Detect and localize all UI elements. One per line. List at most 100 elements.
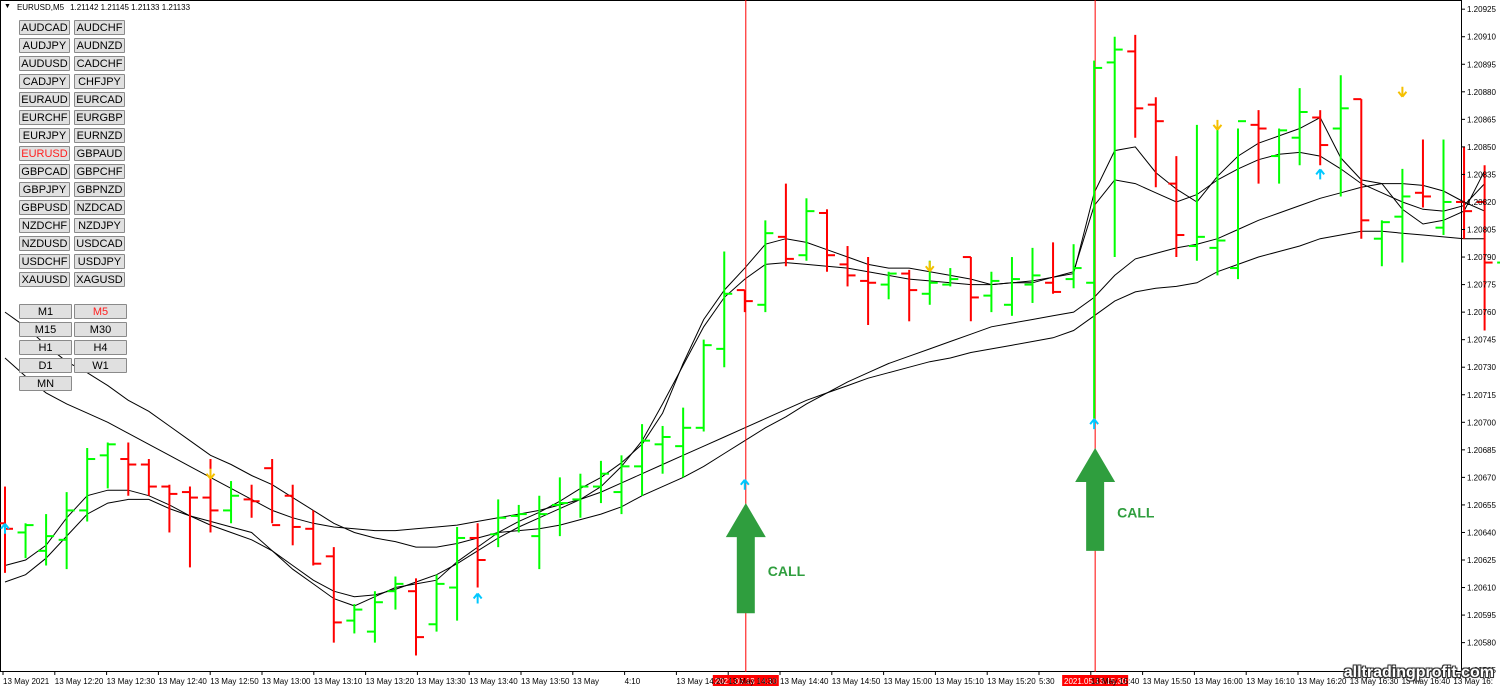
sell-arrow-icon [1397, 86, 1408, 98]
chart-menu-triangle-icon[interactable]: ▼ [4, 3, 11, 10]
bear-bar [243, 484, 260, 518]
x-tick-label: 13 May 14:50 [832, 677, 881, 686]
y-tick-label: 1.20760 [1467, 308, 1496, 317]
bull-bar [1065, 244, 1082, 289]
timeframe-button-w1[interactable]: W1 [74, 358, 127, 373]
symbol-button-nzdusd[interactable]: NZDUSD [19, 236, 70, 251]
bear-bar [839, 246, 856, 287]
symbol-button-eurcad[interactable]: EURCAD [74, 92, 125, 107]
symbol-button-cadchf[interactable]: CADCHF [74, 56, 125, 71]
symbol-button-xagusd[interactable]: XAGUSD [74, 272, 125, 287]
x-tick-label: 13 May 14:20 [676, 677, 725, 686]
symbol-button-usdcad[interactable]: USDCAD [74, 236, 125, 251]
bull-bar [942, 268, 959, 287]
timeframe-button-m30[interactable]: M30 [74, 322, 127, 337]
bear-bar [901, 269, 918, 322]
time-highlight-label: 2021.05.13 15:30 [1064, 677, 1127, 686]
y-tick-label: 1.20565 [1467, 666, 1496, 675]
symbol-timeframe: EURUSD,M5 [16, 3, 65, 12]
sell-arrow-icon [205, 468, 216, 480]
timeframe-button-m5[interactable]: M5 [74, 304, 127, 319]
timeframe-button-mn[interactable]: MN [19, 376, 72, 391]
bull-bar [79, 448, 96, 522]
timeframe-button-h4[interactable]: H4 [74, 340, 127, 355]
symbol-button-eurgbp[interactable]: EURGBP [74, 110, 125, 125]
timeframe-button-h1[interactable]: H1 [19, 340, 72, 355]
y-tick-label: 1.20580 [1467, 639, 1496, 648]
x-tick-label: 13 May 16: [1453, 677, 1493, 686]
symbol-button-audjpy[interactable]: AUDJPY [19, 38, 70, 53]
symbol-button-audnzd[interactable]: AUDNZD [74, 38, 125, 53]
y-tick-label: 1.20610 [1467, 584, 1496, 593]
timeframe-button-m15[interactable]: M15 [19, 322, 72, 337]
bear-bar [1353, 98, 1370, 239]
bull-bar [510, 504, 527, 533]
symbol-button-gbpjpy[interactable]: GBPJPY [19, 182, 70, 197]
symbol-button-audchf[interactable]: AUDCHF [74, 20, 125, 35]
bull-bar [99, 442, 116, 489]
bull-bar [1024, 247, 1041, 303]
watermark: alltradingprofit.com [1343, 664, 1494, 681]
ma-slow-line [4, 183, 1485, 548]
call-arrow-icon [1075, 448, 1116, 551]
bear-bar [1168, 156, 1185, 258]
bull-bar [798, 198, 815, 261]
x-tick-label: 13 May 15:50 [1143, 677, 1192, 686]
x-tick-label: 13 May 12:40 [158, 677, 207, 686]
bear-bar [284, 484, 301, 546]
symbol-button-euraud[interactable]: EURAUD [19, 92, 70, 107]
bear-bar [1127, 34, 1144, 138]
symbol-button-eurusd[interactable]: EURUSD [19, 146, 70, 161]
x-tick-label: 13 May 16:40 [1402, 677, 1451, 686]
timeframe-button-m1[interactable]: M1 [19, 304, 72, 319]
bull-bar [1106, 36, 1123, 258]
symbol-button-audcad[interactable]: AUDCAD [19, 20, 70, 35]
symbol-button-eurnzd[interactable]: EURNZD [74, 128, 125, 143]
x-tick-label: 13 May 13:00 [262, 677, 311, 686]
symbol-button-gbpchf[interactable]: GBPCHF [74, 164, 125, 179]
x-tick-label: 13 May 14:30 [728, 677, 777, 686]
x-tick-label: 13 May 13:50 [521, 677, 570, 686]
bear-bar [962, 256, 979, 322]
bull-bar [634, 424, 651, 496]
x-tick-label: 13 May 16:30 [1350, 677, 1399, 686]
bear-bar [1414, 139, 1431, 208]
bear-bar [120, 442, 137, 496]
y-tick-label: 1.20655 [1467, 501, 1496, 510]
y-tick-label: 1.20625 [1467, 556, 1496, 565]
bull-bar [346, 604, 363, 634]
x-tick-label: 13 May [573, 677, 599, 686]
symbol-button-gbpnzd[interactable]: GBPNZD [74, 182, 125, 197]
sell-arrow-icon [1212, 119, 1223, 131]
bear-bar [1147, 97, 1164, 188]
symbol-button-audusd[interactable]: AUDUSD [19, 56, 70, 71]
vertical-lines: 2021.05.13 14:10 2021.05.13 15:30 [712, 0, 1129, 686]
symbol-button-nzdcad[interactable]: NZDCAD [74, 200, 125, 215]
bull-bar [58, 492, 75, 570]
symbol-button-eurchf[interactable]: EURCHF [19, 110, 70, 125]
symbol-button-nzdchf[interactable]: NZDCHF [19, 218, 70, 233]
bull-bar [531, 495, 548, 570]
bull-bar [695, 339, 712, 432]
chart-header: ▼ EURUSD,M5 1.21142 1.21145 1.21133 1.21… [4, 3, 190, 12]
symbol-button-gbpusd[interactable]: GBPUSD [19, 200, 70, 215]
symbol-button-eurjpy[interactable]: EURJPY [19, 128, 70, 143]
y-tick-label: 1.20910 [1467, 33, 1496, 42]
symbol-button-usdjpy[interactable]: USDJPY [74, 254, 125, 269]
bull-bar [675, 407, 692, 478]
symbol-button-cadjpy[interactable]: CADJPY [19, 74, 70, 89]
bull-bar [366, 591, 383, 643]
symbol-button-xauusd[interactable]: XAUUSD [19, 272, 70, 287]
symbol-button-gbpaud[interactable]: GBPAUD [74, 146, 125, 161]
bear-bar [736, 289, 753, 313]
y-tick-label: 1.20745 [1467, 336, 1496, 345]
bull-bar [1003, 257, 1020, 316]
symbol-button-usdchf[interactable]: USDCHF [19, 254, 70, 269]
y-tick-label: 1.20715 [1467, 391, 1496, 400]
x-tick-label: 13 May 13:40 [469, 677, 518, 686]
symbol-button-gbpcad[interactable]: GBPCAD [19, 164, 70, 179]
symbol-button-nzdjpy[interactable]: NZDJPY [74, 218, 125, 233]
timeframe-button-d1[interactable]: D1 [19, 358, 72, 373]
symbol-button-chfjpy[interactable]: CHFJPY [74, 74, 125, 89]
